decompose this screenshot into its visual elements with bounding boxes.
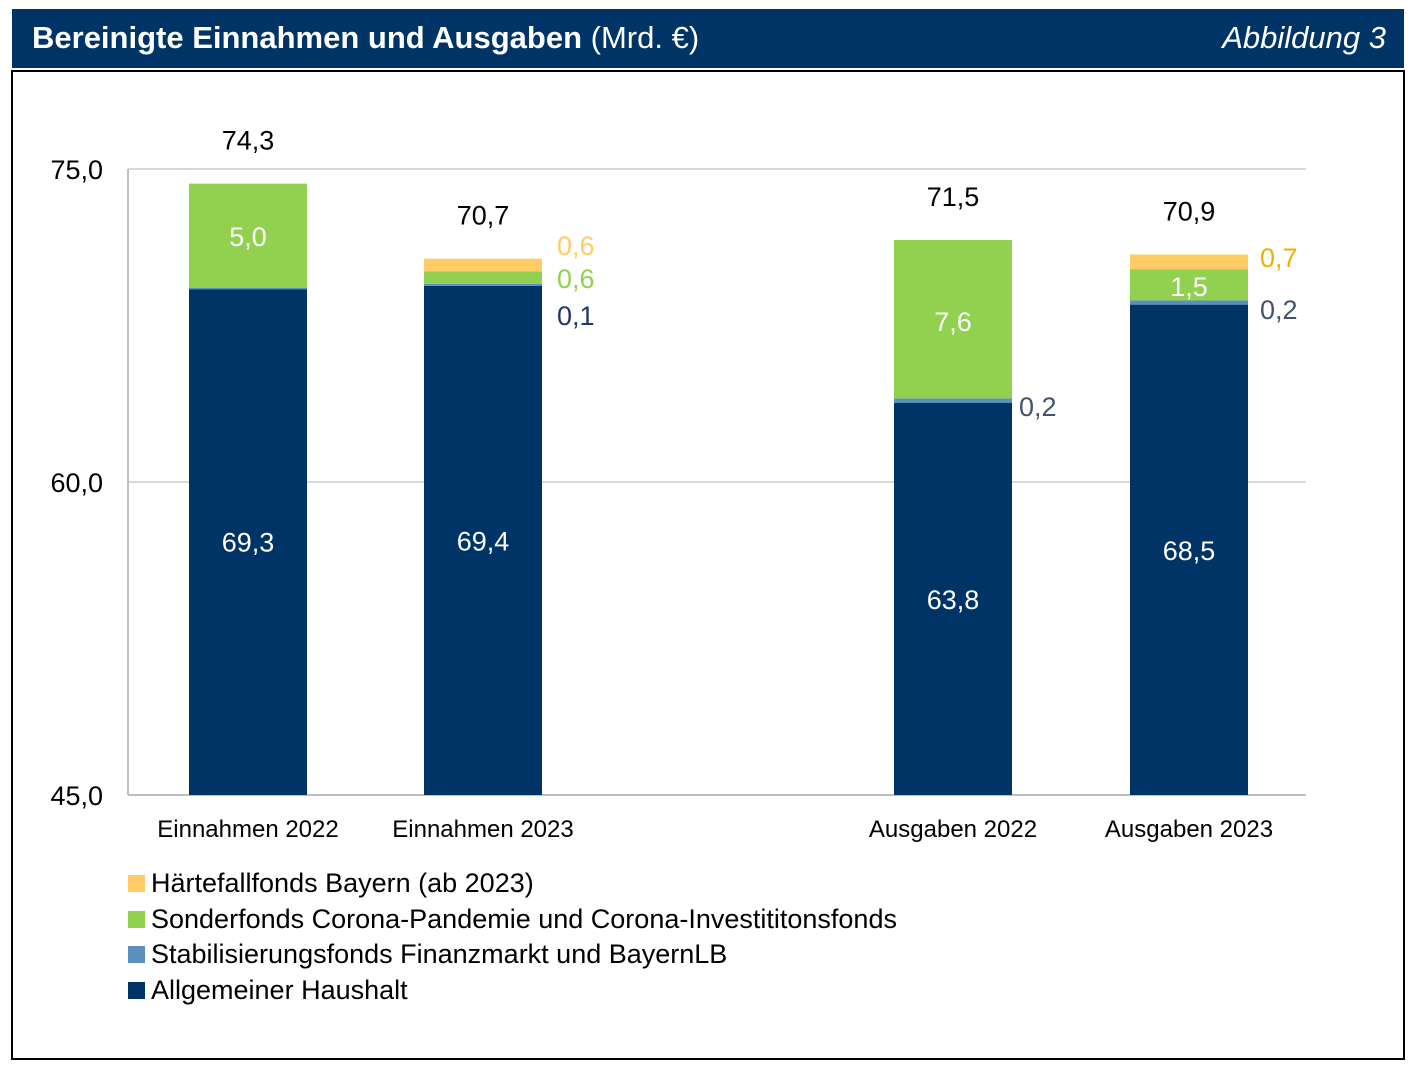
- y-tick-label: 75,0: [50, 155, 103, 185]
- total-label: 70,7: [457, 201, 510, 231]
- x-tick-label: Ausgaben 2022: [869, 816, 1037, 843]
- data-label-allgemeiner-haushalt: 68,5: [1163, 536, 1216, 566]
- total-label: 70,9: [1163, 197, 1216, 227]
- data-label-haertefallfonds: 0,6: [557, 231, 595, 261]
- chart-header: Bereinigte Einnahmen und Ausgaben (Mrd. …: [12, 9, 1404, 68]
- bar-allgemeiner-haushalt: [189, 287, 307, 795]
- legend-swatch: [128, 981, 145, 999]
- bar-allgemeiner-haushalt: [1130, 304, 1248, 795]
- bar-sonderfonds: [894, 239, 1012, 399]
- data-label-allgemeiner-haushalt: 69,3: [222, 527, 275, 557]
- y-tick-label: 60,0: [50, 468, 103, 498]
- bar-stabilisierungsfonds: [424, 283, 542, 286]
- x-tick-label: Einnahmen 2023: [392, 816, 573, 843]
- legend-item: Stabilisierungsfonds Finanzmarkt und Bay…: [128, 937, 897, 973]
- data-label-stabilisierungsfonds: 0,2: [1019, 392, 1057, 422]
- chart-title: Bereinigte Einnahmen und Ausgaben (Mrd. …: [32, 20, 700, 55]
- data-label-stabilisierungsfonds: 0,2: [1260, 295, 1298, 325]
- legend-label: Stabilisierungsfonds Finanzmarkt und Bay…: [151, 939, 728, 970]
- y-tick-label: 45,0: [50, 781, 103, 811]
- bar-allgemeiner-haushalt: [894, 402, 1012, 795]
- chart-frame: [11, 70, 1405, 1060]
- bar-allgemeiner-haushalt: [424, 285, 542, 795]
- bar-sonderfonds: [424, 271, 542, 284]
- bar-stabilisierungsfonds: [1130, 300, 1248, 305]
- data-label-stabilisierungsfonds: 0,1: [557, 301, 595, 331]
- bar-haertefallfonds: [1130, 254, 1248, 270]
- legend-item: Härtefallfonds Bayern (ab 2023): [128, 866, 897, 902]
- data-label-allgemeiner-haushalt: 63,8: [927, 585, 980, 615]
- figure-label: Abbildung 3: [1222, 20, 1386, 55]
- legend-label: Sonderfonds Corona-Pandemie und Corona-I…: [151, 903, 897, 934]
- legend-item: Sonderfonds Corona-Pandemie und Corona-I…: [128, 902, 897, 938]
- data-label-haertefallfonds: 0,7: [1260, 243, 1298, 273]
- bar-stabilisierungsfonds: [894, 398, 1012, 403]
- legend-label: Allgemeiner Haushalt: [151, 974, 408, 1005]
- data-label-sonderfonds: 5,0: [229, 222, 267, 252]
- data-label-allgemeiner-haushalt: 69,4: [457, 526, 510, 556]
- legend-label: Härtefallfonds Bayern (ab 2023): [151, 868, 534, 899]
- data-label-sonderfonds: 7,6: [934, 307, 972, 337]
- total-label: 74,3: [222, 126, 275, 156]
- bar-sonderfonds: [189, 183, 307, 288]
- total-label: 71,5: [927, 182, 980, 212]
- bar-sonderfonds: [1130, 269, 1248, 301]
- bar-haertefallfonds: [424, 258, 542, 272]
- x-tick-label: Einnahmen 2022: [157, 816, 338, 843]
- legend-swatch: [128, 946, 145, 964]
- x-tick-label: Ausgaben 2023: [1105, 816, 1273, 843]
- legend-swatch: [128, 910, 145, 928]
- chart-legend: Härtefallfonds Bayern (ab 2023) Sonderfon…: [128, 866, 897, 1008]
- data-label-sonderfonds: 0,6: [557, 264, 595, 294]
- legend-swatch: [128, 875, 145, 893]
- legend-item: Allgemeiner Haushalt: [128, 973, 897, 1009]
- data-label-sonderfonds: 1,5: [1170, 272, 1208, 302]
